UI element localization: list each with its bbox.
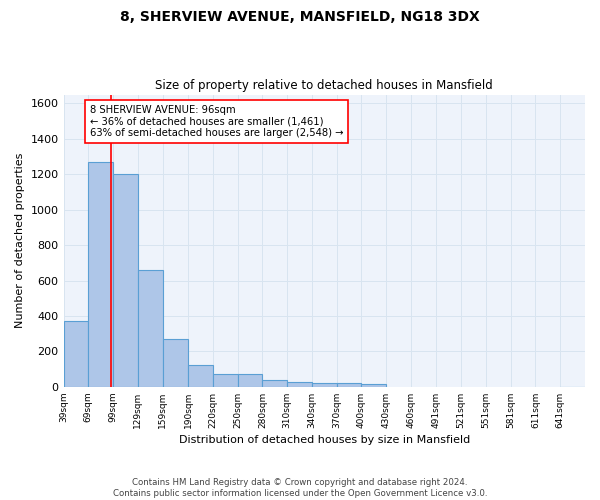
Bar xyxy=(287,382,312,387)
Bar xyxy=(312,384,337,387)
Bar xyxy=(238,374,262,387)
Bar xyxy=(361,384,386,387)
Text: Contains HM Land Registry data © Crown copyright and database right 2024.
Contai: Contains HM Land Registry data © Crown c… xyxy=(113,478,487,498)
Bar xyxy=(64,322,88,387)
Bar xyxy=(88,162,113,387)
Text: 8, SHERVIEW AVENUE, MANSFIELD, NG18 3DX: 8, SHERVIEW AVENUE, MANSFIELD, NG18 3DX xyxy=(120,10,480,24)
Bar xyxy=(163,339,188,387)
X-axis label: Distribution of detached houses by size in Mansfield: Distribution of detached houses by size … xyxy=(179,435,470,445)
Bar xyxy=(213,374,238,387)
Bar xyxy=(262,380,287,387)
Y-axis label: Number of detached properties: Number of detached properties xyxy=(15,153,25,328)
Text: 8 SHERVIEW AVENUE: 96sqm
← 36% of detached houses are smaller (1,461)
63% of sem: 8 SHERVIEW AVENUE: 96sqm ← 36% of detach… xyxy=(90,104,343,138)
Bar xyxy=(188,364,213,387)
Bar xyxy=(113,174,138,387)
Bar xyxy=(138,270,163,387)
Title: Size of property relative to detached houses in Mansfield: Size of property relative to detached ho… xyxy=(155,79,493,92)
Bar xyxy=(337,384,361,387)
